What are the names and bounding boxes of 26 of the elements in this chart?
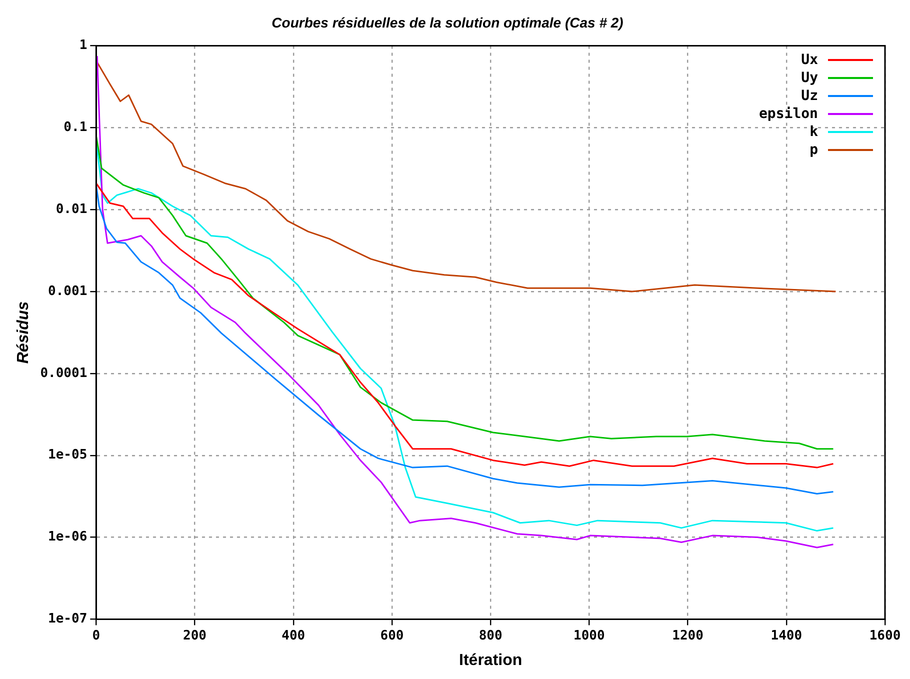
x-tick-label: 1200 — [672, 628, 704, 644]
legend-label: Ux — [800, 52, 818, 68]
x-tick-label: 0 — [92, 628, 100, 644]
y-tick-label: 0.001 — [48, 284, 88, 299]
legend-label: Uy — [800, 70, 818, 86]
x-tick-label: 400 — [282, 628, 306, 644]
y-tick-label: 0.01 — [56, 202, 88, 218]
x-tick-label: 600 — [380, 628, 404, 644]
legend-label: p — [808, 142, 818, 158]
y-tick-label: 1e-06 — [48, 530, 88, 545]
legend-label: Uz — [800, 88, 818, 104]
chart-title: Courbes résiduelles de la solution optimale (Cas # 2) — [272, 14, 624, 30]
legend-label: k — [808, 124, 818, 140]
y-tick-label: 1 — [79, 38, 88, 54]
y-tick-label: 1e-07 — [48, 612, 88, 627]
x-axis-title: Itération — [459, 652, 522, 669]
x-tick-label: 1600 — [869, 628, 901, 644]
y-tick-label: 1e-05 — [48, 448, 88, 463]
x-tick-label: 1000 — [574, 628, 606, 644]
legend-label: epsilon — [758, 106, 818, 122]
x-tick-label: 200 — [183, 628, 207, 644]
x-tick-label: 1400 — [770, 628, 802, 644]
y-axis-title: Résidus — [15, 301, 32, 364]
x-tick-label: 800 — [478, 628, 502, 644]
y-tick-label: 0.1 — [64, 120, 88, 136]
y-tick-label: 0.0001 — [40, 366, 88, 381]
